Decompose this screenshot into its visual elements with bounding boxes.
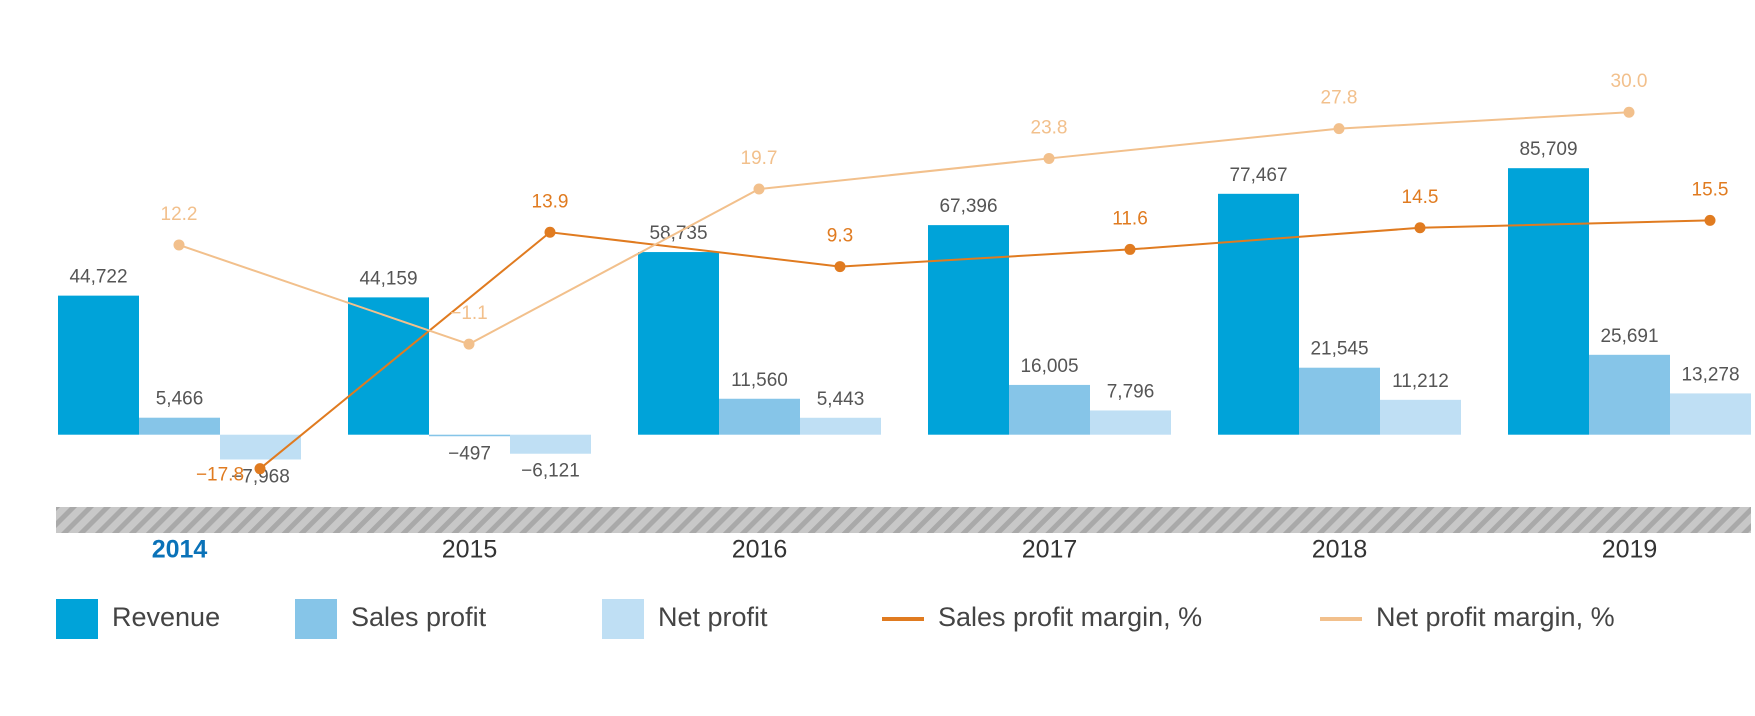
value-label: 23.8 xyxy=(1031,117,1068,138)
line-point xyxy=(254,463,266,475)
bar xyxy=(1589,354,1670,435)
value-label: 44,722 xyxy=(69,267,127,288)
line-point xyxy=(544,226,556,238)
value-label: 85,709 xyxy=(1519,139,1577,160)
line xyxy=(178,111,1630,346)
value-label: 14.5 xyxy=(1402,187,1439,208)
bar xyxy=(429,434,510,437)
value-label: 67,396 xyxy=(939,196,997,217)
line xyxy=(259,219,1711,470)
value-label: −6,121 xyxy=(521,461,580,482)
line-point xyxy=(753,183,765,195)
x-tick-label[interactable]: 2018 xyxy=(1312,536,1368,564)
value-label: 77,467 xyxy=(1229,165,1287,186)
value-label: 11,560 xyxy=(731,370,788,391)
bar xyxy=(1218,193,1299,435)
value-label: 5,466 xyxy=(156,389,204,410)
x-tick-label[interactable]: 2016 xyxy=(732,536,788,564)
legend-label: Sales profit xyxy=(351,602,487,632)
value-label: 25,691 xyxy=(1600,326,1658,347)
line-point xyxy=(1704,214,1716,226)
bar xyxy=(139,417,220,435)
line-point xyxy=(1124,243,1136,255)
bar xyxy=(1299,367,1380,435)
value-label: 21,545 xyxy=(1310,339,1368,360)
axis-band xyxy=(56,507,1751,533)
value-label: 30.0 xyxy=(1611,71,1648,92)
legend-label: Revenue xyxy=(112,602,220,632)
bar xyxy=(510,434,591,454)
bar xyxy=(348,297,429,435)
value-label: −17.8 xyxy=(196,465,244,486)
value-label: 5,443 xyxy=(817,389,865,410)
legend-label: Sales profit margin, % xyxy=(938,602,1202,632)
line-point xyxy=(1623,106,1635,118)
x-tick-label[interactable]: 2015 xyxy=(442,536,498,564)
value-label: −497 xyxy=(448,443,491,464)
legend-swatch xyxy=(295,599,337,639)
x-tick-label[interactable]: 2014 xyxy=(152,536,208,564)
bar xyxy=(1670,393,1751,435)
value-label: 58,735 xyxy=(649,223,707,244)
value-label: 44,159 xyxy=(359,268,417,289)
value-label: 16,005 xyxy=(1020,356,1078,377)
line-point xyxy=(834,261,846,273)
bar xyxy=(719,398,800,435)
value-label: 7,796 xyxy=(1107,381,1155,402)
value-label: 15.5 xyxy=(1692,179,1729,200)
value-label: −7,968 xyxy=(231,466,290,487)
line-point xyxy=(1043,152,1055,164)
line-point xyxy=(173,239,185,251)
x-tick-label[interactable]: 2017 xyxy=(1022,536,1078,564)
legend-swatch xyxy=(602,599,644,639)
value-label: 11.6 xyxy=(1112,208,1148,229)
legend-label: Net profit margin, % xyxy=(1376,602,1615,632)
bar xyxy=(638,252,719,435)
value-label: 19.7 xyxy=(741,148,778,169)
line-point xyxy=(463,338,475,350)
bar xyxy=(220,434,301,460)
line-point xyxy=(1414,222,1426,234)
bar xyxy=(1009,384,1090,435)
bar xyxy=(1090,410,1171,435)
value-label: −1.1 xyxy=(450,303,488,324)
line-point xyxy=(1333,123,1345,135)
value-label: 9.3 xyxy=(827,226,853,247)
value-label: 13.9 xyxy=(532,191,569,212)
bar xyxy=(1508,168,1589,435)
bar xyxy=(1380,399,1461,435)
legend-swatch xyxy=(56,599,98,639)
value-label: 12.2 xyxy=(161,204,198,225)
value-label: 27.8 xyxy=(1321,88,1358,109)
bar xyxy=(58,295,139,435)
x-tick-label[interactable]: 2019 xyxy=(1602,536,1658,564)
legend-label: Net profit xyxy=(658,602,768,632)
value-label: 11,212 xyxy=(1392,371,1449,392)
value-label: 13,278 xyxy=(1681,364,1739,385)
bar xyxy=(800,417,881,435)
